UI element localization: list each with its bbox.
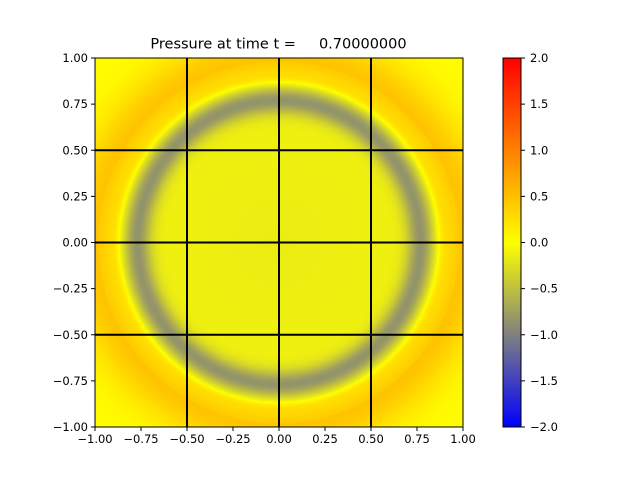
x-tick-label: 1.00 <box>450 432 476 446</box>
y-tick-label: −0.50 <box>53 328 88 342</box>
colorbar-gradient <box>503 58 521 427</box>
y-tick-label: −0.25 <box>53 282 88 296</box>
x-tick-label: 0.50 <box>358 432 384 446</box>
y-axis: −1.00 −0.75 −0.50 −0.25 0.00 0.25 0.50 0.75 1.00 <box>53 51 95 434</box>
colorbar: 2.0 1.5 1.0 0.5 0.0 −0.5 −1.0 −1.5 −2.0 <box>502 51 558 434</box>
x-axis: −1.00 −0.75 −0.50 −0.25 0.00 0.25 0.50 0.75 1.00 <box>77 427 476 446</box>
x-tick-label: −0.50 <box>169 432 204 446</box>
x-tick-label: −1.00 <box>77 432 112 446</box>
chart-title: Pressure at time t = 0.70000000 <box>150 37 406 53</box>
y-tick-label: 0.50 <box>62 143 88 157</box>
y-tick-label: 1.00 <box>62 51 88 65</box>
colorbar-tick-label: 1.0 <box>530 143 548 157</box>
colorbar-tick-label: 0.5 <box>530 189 548 203</box>
x-tick-label: −0.25 <box>215 432 250 446</box>
grid-lines <box>95 58 463 427</box>
colorbar-tick-label: −0.5 <box>530 282 558 296</box>
colorbar-tick-label: −1.0 <box>530 328 558 342</box>
y-tick-label: −0.75 <box>53 374 88 388</box>
x-tick-label: −0.75 <box>123 432 158 446</box>
colorbar-ticks: 2.0 1.5 1.0 0.5 0.0 −0.5 −1.0 −1.5 −2.0 <box>521 51 558 434</box>
colorbar-tick-label: 1.5 <box>530 97 548 111</box>
x-tick-label: 0.75 <box>404 432 430 446</box>
colorbar-tick-label: 0.0 <box>530 236 548 250</box>
y-tick-label: −1.00 <box>53 420 88 434</box>
x-tick-label: 0.25 <box>312 432 338 446</box>
colorbar-tick-label: −2.0 <box>530 420 558 434</box>
x-tick-label: 0.00 <box>266 432 292 446</box>
y-tick-label: 0.00 <box>62 236 88 250</box>
colorbar-tick-label: 2.0 <box>530 51 548 65</box>
y-tick-label: 0.75 <box>62 97 88 111</box>
y-tick-label: 0.25 <box>62 189 88 203</box>
colorbar-tick-label: −1.5 <box>530 374 558 388</box>
